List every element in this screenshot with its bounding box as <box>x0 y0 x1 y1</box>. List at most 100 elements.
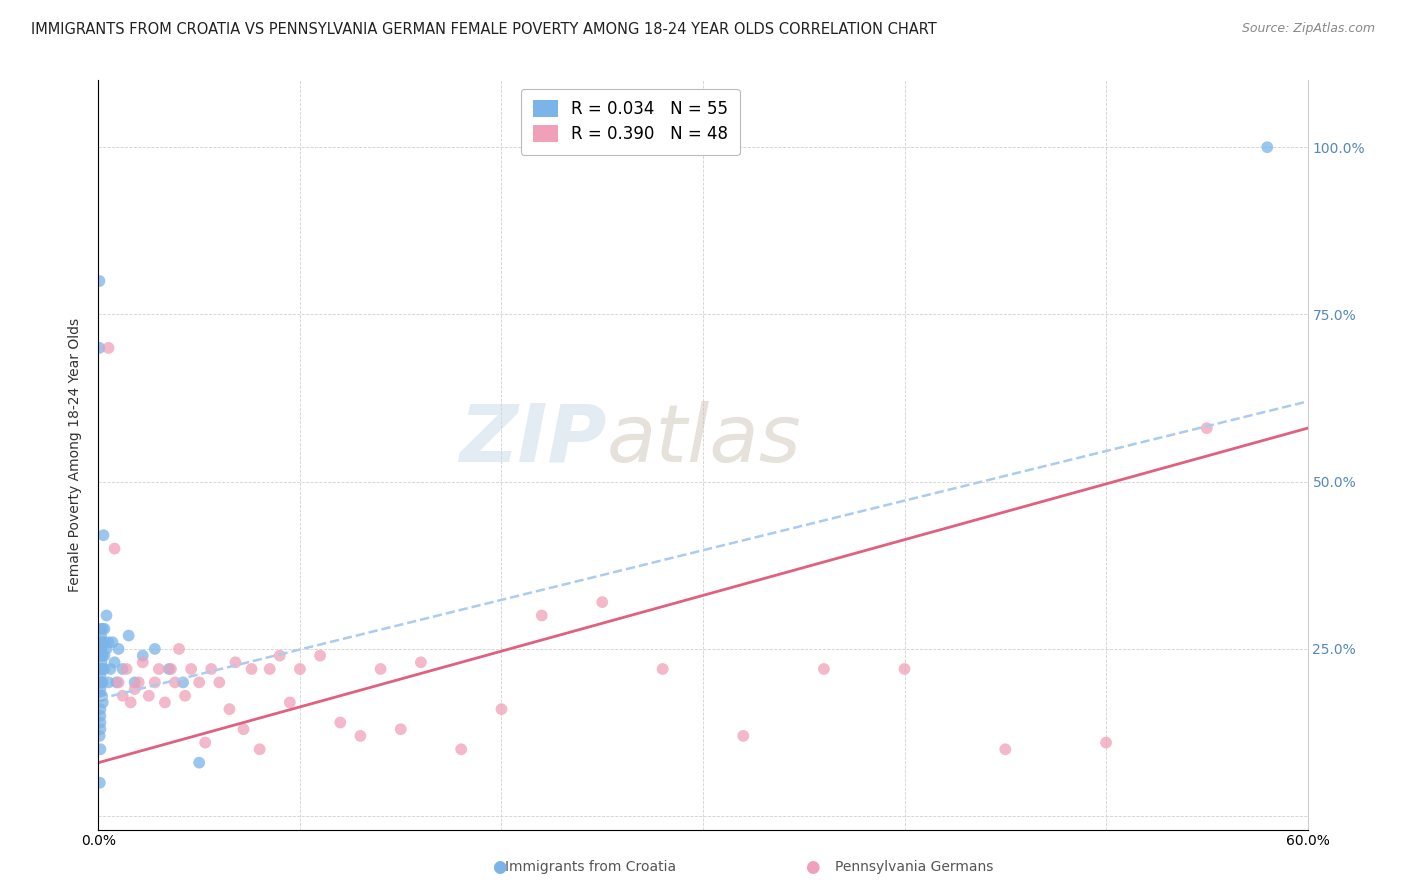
Point <box>143 675 166 690</box>
Point <box>91 689 114 703</box>
Point <box>97 675 120 690</box>
Point <box>89 776 111 790</box>
Point <box>349 729 371 743</box>
Point <box>143 642 166 657</box>
Point <box>93 662 115 676</box>
Point <box>91 622 114 636</box>
Point <box>91 635 114 649</box>
Point <box>89 669 111 683</box>
Point <box>132 648 155 663</box>
Point <box>90 675 112 690</box>
Text: IMMIGRANTS FROM CROATIA VS PENNSYLVANIA GERMAN FEMALE POVERTY AMONG 18-24 YEAR O: IMMIGRANTS FROM CROATIA VS PENNSYLVANIA … <box>31 22 936 37</box>
Point <box>89 715 111 730</box>
Point <box>163 675 186 690</box>
Point <box>91 648 114 663</box>
Point <box>96 608 118 623</box>
Point <box>530 608 553 623</box>
Point <box>138 689 160 703</box>
Point <box>97 341 120 355</box>
Point <box>232 723 254 737</box>
Point <box>491 702 513 716</box>
Point <box>167 642 190 657</box>
Point <box>103 541 125 556</box>
Point <box>153 696 176 710</box>
Point <box>89 635 111 649</box>
Point <box>89 689 111 703</box>
Point <box>1095 735 1118 749</box>
Point <box>218 702 240 716</box>
Point <box>370 662 392 676</box>
Point <box>111 689 134 703</box>
Point <box>93 648 115 663</box>
Point <box>124 682 146 697</box>
Point <box>278 696 301 710</box>
Point <box>89 742 111 756</box>
Point <box>89 723 111 737</box>
Point <box>100 662 122 676</box>
Point <box>89 274 111 288</box>
Text: Pennsylvania Germans: Pennsylvania Germans <box>835 860 993 874</box>
Point <box>329 715 352 730</box>
Text: Source: ZipAtlas.com: Source: ZipAtlas.com <box>1241 22 1375 36</box>
Point <box>124 675 146 690</box>
Point <box>240 662 263 676</box>
Point <box>591 595 613 609</box>
Point <box>259 662 281 676</box>
Point <box>93 622 115 636</box>
Point <box>91 696 114 710</box>
Point <box>651 662 673 676</box>
Point <box>89 689 111 703</box>
Point <box>733 729 755 743</box>
Point <box>188 675 211 690</box>
Point <box>105 675 128 690</box>
Point <box>160 662 183 676</box>
Point <box>224 655 246 669</box>
Point <box>96 642 118 657</box>
Point <box>120 696 142 710</box>
Point <box>89 662 111 676</box>
Y-axis label: Female Poverty Among 18-24 Year Olds: Female Poverty Among 18-24 Year Olds <box>69 318 83 592</box>
Point <box>101 635 124 649</box>
Point <box>249 742 271 756</box>
Point <box>89 729 111 743</box>
Point <box>188 756 211 770</box>
Point <box>90 662 112 676</box>
Point <box>89 708 111 723</box>
Point <box>180 662 202 676</box>
Point <box>89 642 111 657</box>
Text: atlas: atlas <box>606 401 801 479</box>
Point <box>90 628 112 642</box>
Point <box>994 742 1017 756</box>
Point <box>148 662 170 676</box>
Point <box>208 675 231 690</box>
Point <box>115 662 138 676</box>
Point <box>107 675 129 690</box>
Point <box>89 341 111 355</box>
Point <box>409 655 432 669</box>
Legend: R = 0.034   N = 55, R = 0.390   N = 48: R = 0.034 N = 55, R = 0.390 N = 48 <box>522 88 740 155</box>
Point <box>111 662 134 676</box>
Point <box>107 642 129 657</box>
Point <box>1256 140 1278 154</box>
Point <box>128 675 150 690</box>
Text: ●: ● <box>492 857 506 876</box>
Point <box>813 662 835 676</box>
Point <box>89 622 111 636</box>
Point <box>118 628 141 642</box>
Point <box>91 662 114 676</box>
Point <box>172 675 194 690</box>
Point <box>200 662 222 676</box>
Point <box>97 635 120 649</box>
Point <box>90 642 112 657</box>
Text: Immigrants from Croatia: Immigrants from Croatia <box>505 860 676 874</box>
Point <box>91 675 114 690</box>
Point <box>309 648 332 663</box>
Point <box>132 655 155 669</box>
Text: ●: ● <box>806 857 820 876</box>
Point <box>194 735 217 749</box>
Point <box>389 723 412 737</box>
Point <box>1195 421 1218 435</box>
Point <box>103 655 125 669</box>
Point <box>89 648 111 663</box>
Point <box>174 689 197 703</box>
